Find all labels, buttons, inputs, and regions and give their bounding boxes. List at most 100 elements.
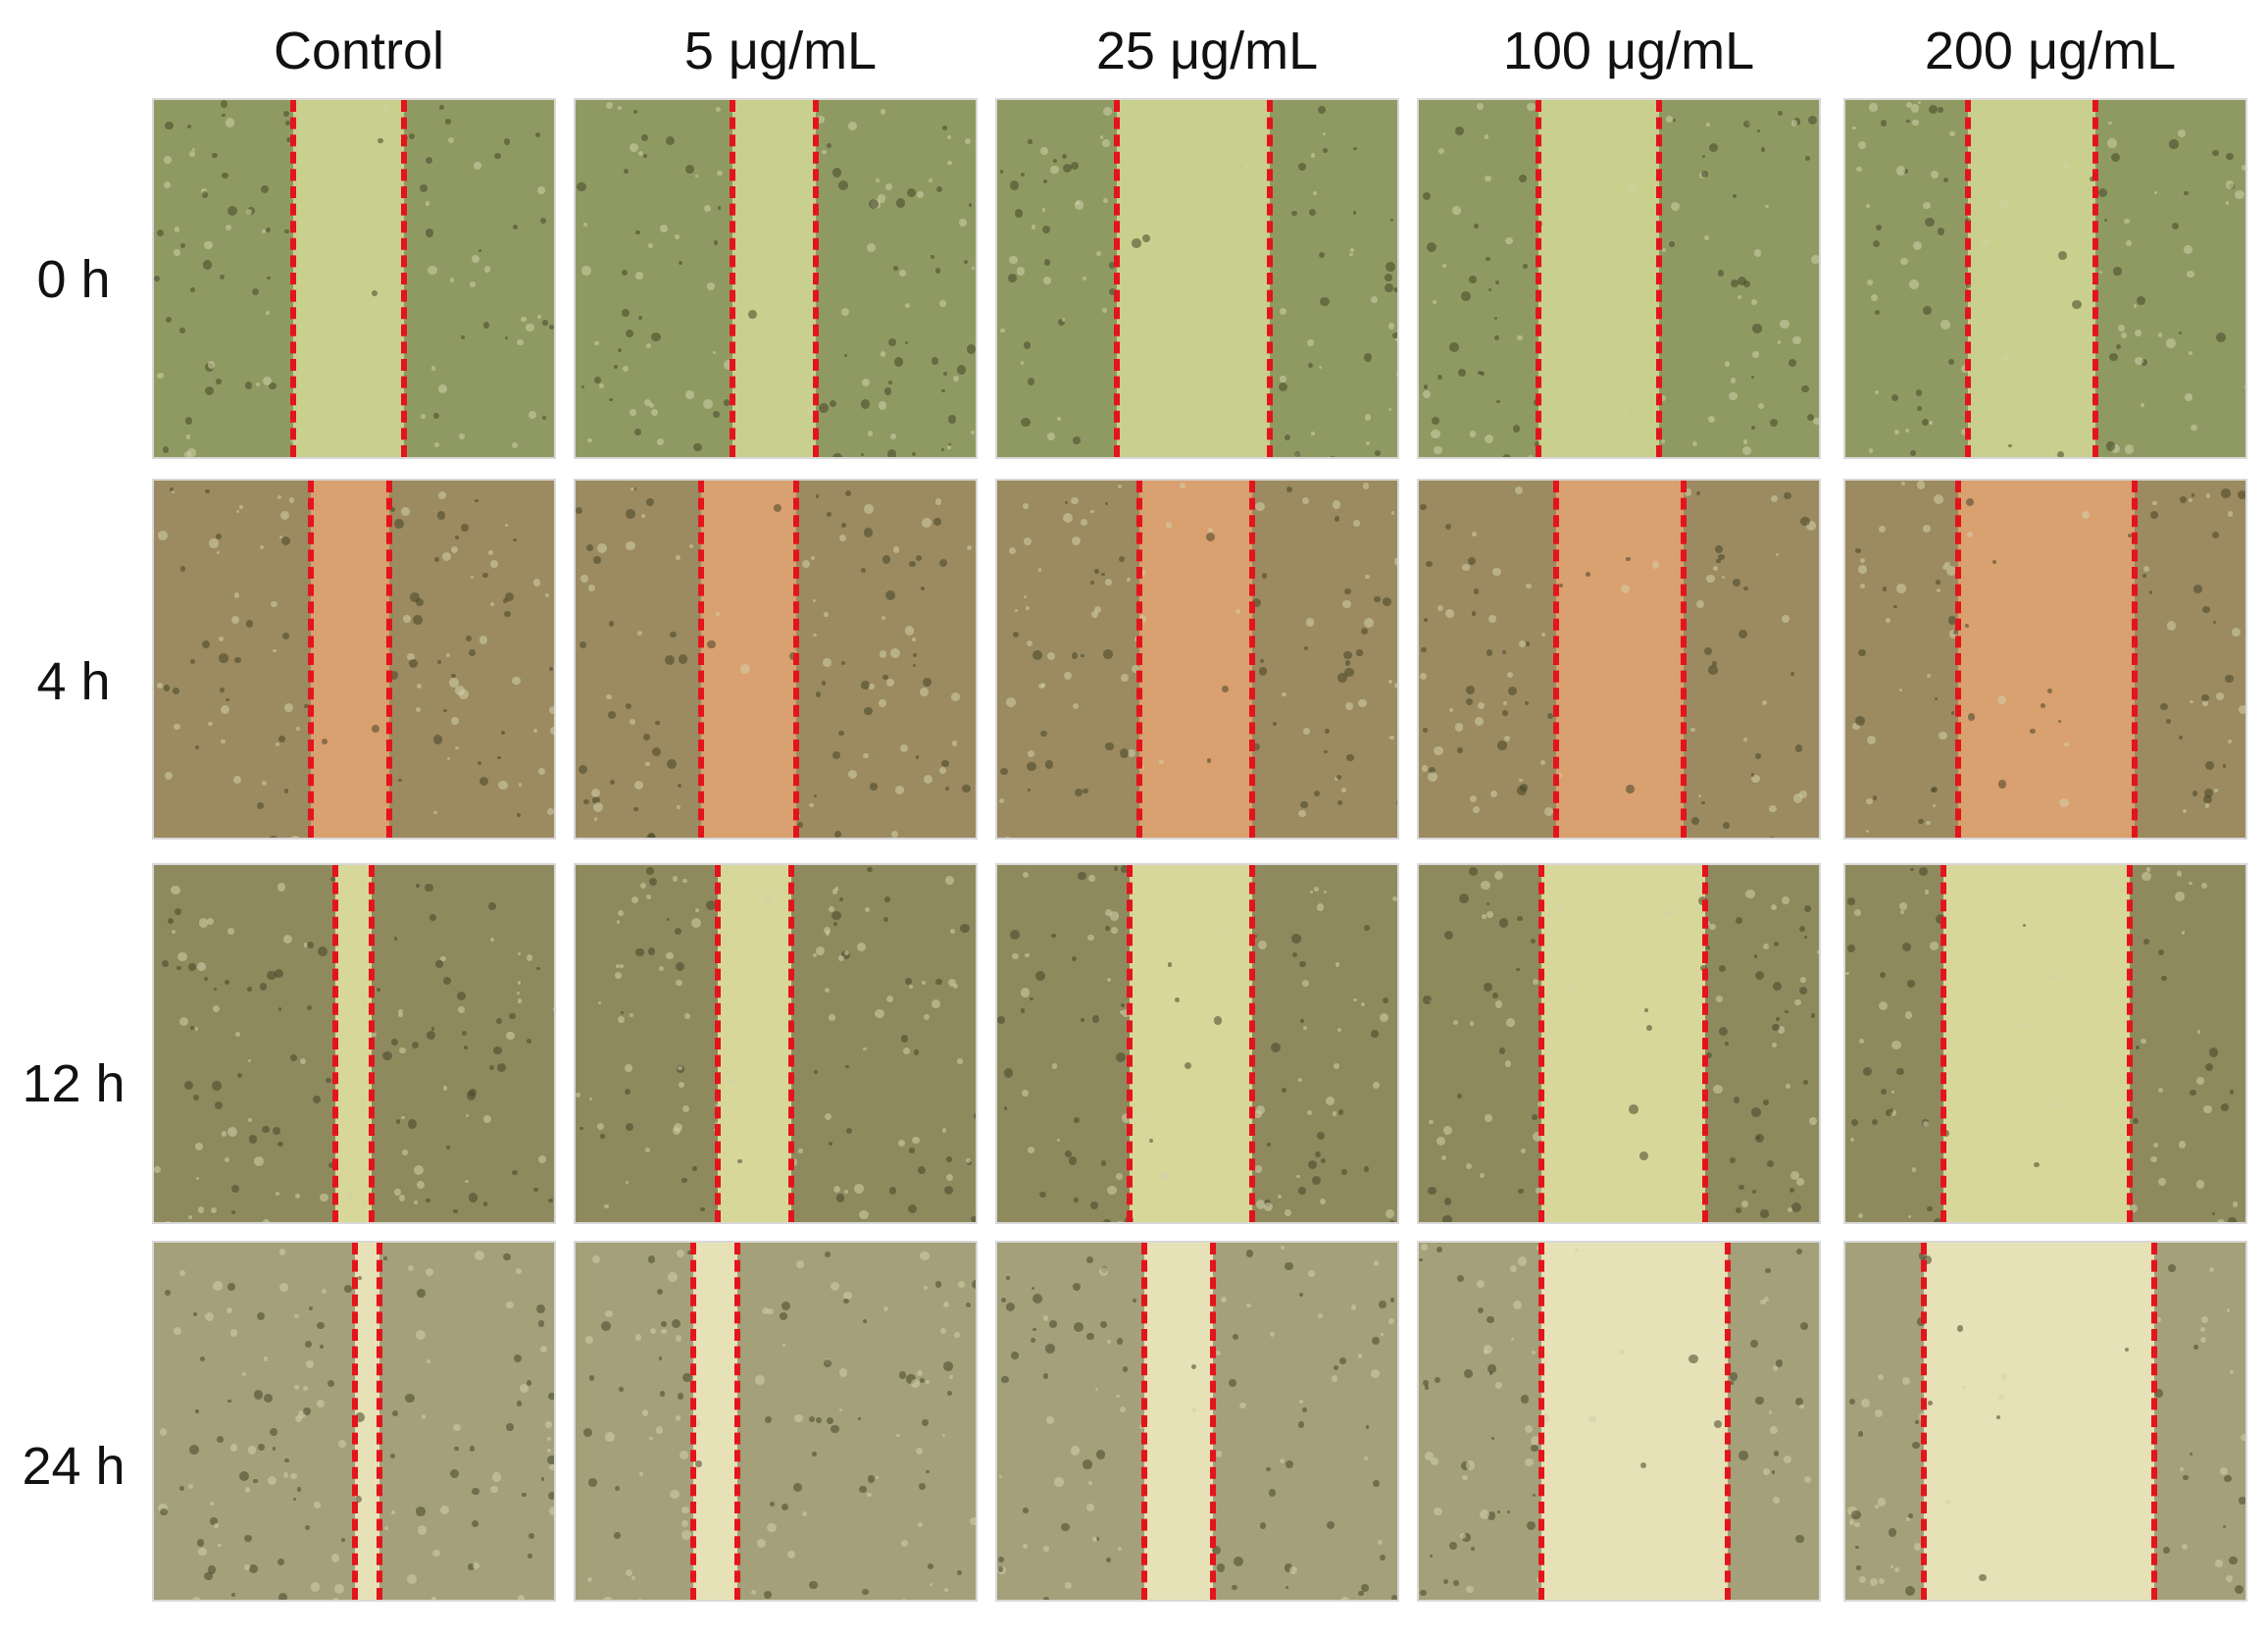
- cell-speck: [1392, 286, 1397, 293]
- cell-speck: [487, 901, 496, 910]
- cell-speck: [2046, 688, 2052, 694]
- cell-speck: [1537, 456, 1546, 457]
- cell-speck: [966, 344, 976, 354]
- cell-speck: [647, 947, 656, 955]
- cell-speck: [942, 126, 947, 130]
- cell-speck: [692, 1419, 701, 1428]
- cell-speck: [1877, 1374, 1884, 1381]
- cell-speck: [154, 276, 161, 282]
- cell-speck: [1215, 1451, 1223, 1458]
- cell-speck: [1468, 557, 1477, 566]
- cell-speck: [408, 132, 415, 139]
- cell-speck: [1942, 178, 1948, 183]
- cell-speck: [1424, 1451, 1434, 1460]
- cell-speck: [1312, 1176, 1322, 1186]
- cell-speck: [941, 1128, 947, 1133]
- cell-speck: [1095, 1537, 1100, 1541]
- cell-speck: [433, 442, 439, 448]
- cell-speck: [635, 272, 643, 280]
- cell-speck: [1127, 578, 1132, 582]
- cell-speck: [267, 276, 271, 281]
- cell-speck: [1753, 954, 1758, 958]
- cell-speck: [1483, 1223, 1491, 1224]
- cell-speck: [816, 115, 825, 125]
- micrograph-panel: [1843, 98, 2247, 459]
- cell-speck: [1115, 1173, 1123, 1181]
- cell-speck: [676, 555, 681, 561]
- cell-speck: [403, 615, 411, 623]
- cell-speck: [1095, 1450, 1106, 1459]
- cell-speck: [998, 797, 1005, 803]
- cell-speck: [460, 523, 470, 532]
- cell-speck: [632, 487, 636, 491]
- cell-speck: [847, 122, 857, 131]
- cell-speck: [432, 735, 443, 745]
- cell-speck: [1539, 759, 1546, 766]
- cell-speck: [1818, 1588, 1819, 1596]
- cell-speck: [1704, 646, 1713, 656]
- cell-speck: [1575, 1248, 1580, 1253]
- cell-speck: [916, 1447, 924, 1455]
- cell-speck: [899, 270, 907, 278]
- cell-speck: [2192, 585, 2202, 594]
- cell-speck: [1476, 102, 1485, 110]
- cell-speck: [165, 122, 174, 130]
- cell-speck: [1299, 960, 1306, 968]
- cell-speck: [1389, 1298, 1395, 1303]
- cell-speck: [1530, 1444, 1538, 1453]
- cell-speck: [1774, 941, 1780, 946]
- cell-speck: [532, 729, 538, 734]
- cell-speck: [1701, 800, 1705, 805]
- cell-speck: [410, 592, 420, 602]
- cell-speck: [1893, 604, 1897, 609]
- cell-speck: [1908, 1513, 1913, 1519]
- cell-speck: [1740, 1201, 1748, 1208]
- cell-speck: [2225, 1575, 2233, 1583]
- cell-speck: [435, 960, 443, 968]
- scratch-edge-left-line: [698, 481, 704, 838]
- cell-speck: [580, 1126, 583, 1131]
- cell-speck: [666, 951, 674, 960]
- cell-speck: [957, 1058, 963, 1064]
- cell-speck: [764, 1415, 773, 1423]
- cell-speck: [874, 1601, 882, 1602]
- cell-speck: [681, 1506, 689, 1514]
- cell-speck: [1765, 204, 1769, 209]
- cell-speck: [916, 1369, 924, 1377]
- cell-speck: [167, 917, 175, 924]
- cell-speck: [1424, 618, 1429, 623]
- cell-speck: [1470, 1546, 1475, 1551]
- cell-speck: [1626, 556, 1632, 562]
- cell-speck: [1915, 1420, 1920, 1425]
- cell-speck: [1794, 998, 1801, 1006]
- cell-speck: [1280, 307, 1287, 315]
- cell-speck: [1094, 605, 1102, 614]
- cell-speck: [883, 386, 892, 395]
- cell-speck: [495, 1017, 502, 1025]
- cell-speck: [517, 998, 523, 1003]
- cell-speck: [587, 585, 595, 592]
- cell-speck: [304, 1524, 310, 1531]
- cell-speck: [598, 1000, 602, 1004]
- cell-speck: [923, 1286, 929, 1291]
- cell-speck: [622, 309, 630, 317]
- cell-speck: [2142, 566, 2149, 573]
- cell-speck: [951, 692, 961, 702]
- cell-layer-left: [1419, 1243, 1541, 1600]
- cell-speck: [548, 705, 554, 715]
- cell-speck: [1466, 698, 1474, 706]
- cell-speck: [1284, 434, 1290, 441]
- cell-speck: [638, 316, 642, 320]
- cell-speck: [1880, 120, 1888, 127]
- cell-speck: [923, 774, 932, 784]
- cell-speck: [1255, 501, 1265, 511]
- cell-speck: [2232, 1201, 2239, 1207]
- cell-speck: [1361, 1584, 1370, 1592]
- cell-speck: [207, 1565, 216, 1574]
- cell-speck: [450, 716, 460, 726]
- cell-speck: [1712, 565, 1719, 572]
- cell-speck: [844, 354, 848, 358]
- cell-speck: [517, 812, 522, 817]
- cell-speck: [1532, 1493, 1537, 1498]
- cell-speck: [1388, 1318, 1395, 1325]
